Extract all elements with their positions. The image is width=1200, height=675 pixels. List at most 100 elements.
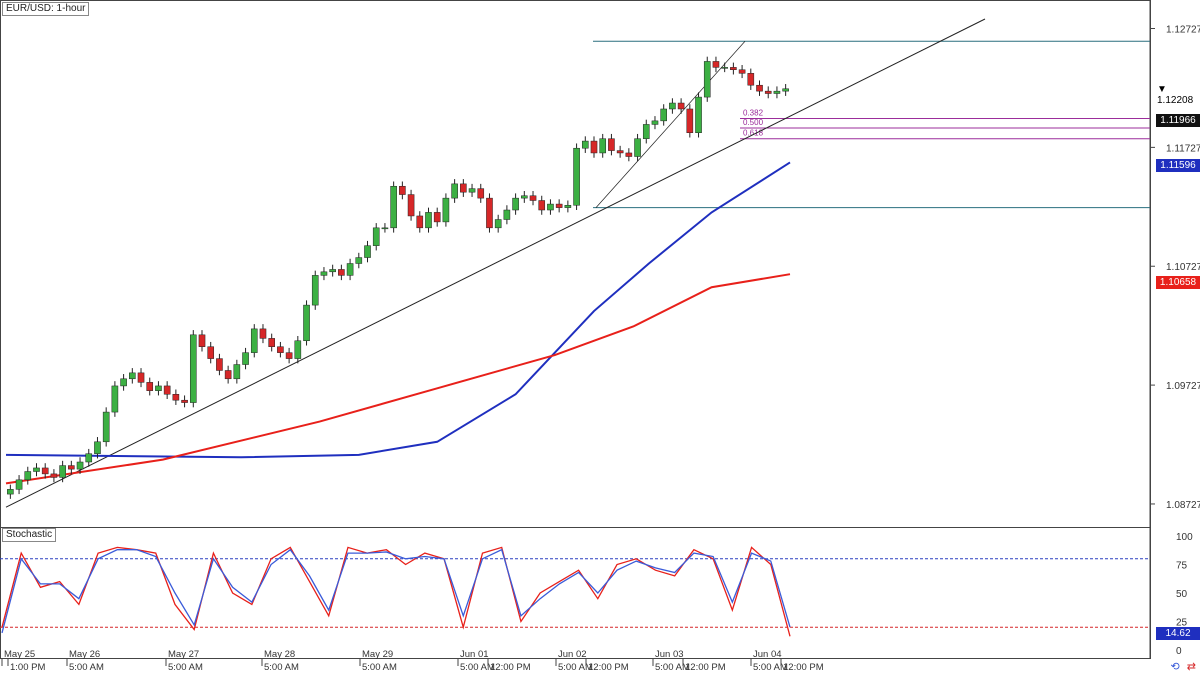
candle-body: [529, 195, 537, 201]
time-tick-label: May 29: [362, 649, 393, 660]
candle-body: [329, 269, 336, 273]
candle-body: [695, 96, 702, 134]
time-tick-label: Jun 04: [753, 649, 782, 660]
price-panel-frame: [0, 0, 1151, 528]
candle-body: [68, 465, 75, 470]
candle-body: [7, 489, 14, 495]
candle-body: [155, 385, 162, 391]
candle-body: [433, 212, 441, 223]
time-tick-label: 5:00 AM: [753, 662, 788, 673]
candle-body: [660, 108, 667, 122]
time-tick-label: 5:00 AM: [168, 662, 203, 673]
candle-body: [503, 209, 511, 220]
candle-body: [94, 441, 101, 454]
candle-body: [311, 275, 319, 306]
time-tick-label: 12:00 PM: [490, 662, 531, 673]
candle-body: [50, 473, 58, 478]
candle-body: [712, 61, 720, 68]
last-price-badge: ▼ 1.12208: [1157, 84, 1194, 106]
candle-body: [642, 124, 650, 139]
candle-body: [250, 328, 258, 353]
candle-body: [581, 140, 589, 149]
candle-body: [15, 479, 23, 490]
candle-body: [372, 227, 380, 246]
candle-body: [442, 197, 450, 223]
indicator-panel-frame: [0, 527, 1151, 659]
candle-body: [486, 197, 493, 229]
time-tick-label: 12:00 PM: [588, 662, 629, 673]
stochastic-tick-label: 25: [1176, 618, 1188, 629]
ma-blue-badge: 1.11596: [1156, 159, 1200, 172]
candle-body: [564, 205, 572, 208]
candle-body: [303, 304, 310, 342]
time-tick-label: 12:00 PM: [685, 662, 726, 673]
candle-body: [590, 140, 598, 154]
candle-body: [364, 245, 371, 258]
time-tick-label: 5:00 AM: [264, 662, 299, 673]
candle-body: [608, 138, 615, 151]
candle-body: [346, 263, 354, 276]
time-tick-label: Jun 01: [460, 649, 489, 660]
stochastic-tick-label: 75: [1176, 561, 1188, 572]
candle-body: [512, 197, 519, 211]
candle-body: [390, 185, 397, 229]
candle-body: [189, 334, 197, 403]
candle-body: [738, 69, 746, 74]
candle-body: [216, 358, 223, 371]
time-tick-label: May 26: [69, 649, 100, 660]
fib-level-label: 0.500: [743, 118, 764, 127]
candle-body: [677, 102, 685, 110]
candle-body: [407, 194, 415, 217]
candle-body: [181, 399, 188, 403]
candle-body: [573, 147, 580, 206]
stochastic-k-line: [1, 546, 791, 637]
candle-body: [259, 328, 267, 339]
stochastic-title-label: Stochastic: [2, 528, 57, 542]
candle-body: [460, 183, 467, 193]
candle-body: [703, 61, 711, 98]
candle-body: [616, 150, 624, 154]
time-tick-label: 5:00 AM: [558, 662, 593, 673]
candle-body: [198, 334, 206, 347]
time-tick-label: May 27: [168, 649, 199, 660]
chart-toolbar: ⟲ ⇄: [1167, 660, 1197, 673]
price-tick-label: 1.10727: [1166, 262, 1200, 273]
candle-body: [242, 352, 249, 365]
time-tick-label: May 25: [4, 649, 35, 660]
candle-body: [207, 346, 215, 359]
price-tick-label: 1.08727: [1166, 500, 1200, 511]
time-tick-label: 1:00 PM: [10, 662, 45, 673]
candle-body: [129, 372, 136, 380]
ma-red-badge: 1.10658: [1156, 276, 1200, 289]
candle-body: [782, 88, 789, 92]
price-tick-label: 1.09727: [1166, 381, 1200, 392]
time-tick-label: May 28: [264, 649, 295, 660]
candle-body: [355, 257, 363, 264]
time-tick-label: 12:00 PM: [783, 662, 824, 673]
candle-body: [555, 203, 563, 208]
candle-body: [756, 84, 763, 92]
candle-body: [669, 102, 676, 110]
candle-body: [233, 364, 241, 380]
candle-body: [399, 185, 406, 195]
candle-body: [547, 203, 554, 211]
candle-body: [686, 108, 694, 133]
candle-body: [477, 188, 485, 199]
candle-body: [111, 385, 119, 413]
stochastic-tick-label: 0: [1176, 646, 1182, 657]
moving-average-blue-line: [5, 161, 791, 459]
moving-average-red-line: [5, 273, 791, 485]
candle-body: [634, 138, 641, 157]
candle-body: [163, 385, 171, 395]
price-tick-label: 1.11727: [1166, 143, 1200, 154]
stochastic-tick-label: 50: [1176, 589, 1188, 600]
candle-body: [494, 219, 502, 229]
trendline: [5, 18, 986, 508]
time-tick-label: Jun 03: [655, 649, 684, 660]
candle-body: [625, 152, 633, 157]
stochastic-tick-label: 100: [1176, 532, 1193, 543]
sync-icon[interactable]: ⟲: [1170, 661, 1180, 673]
arrows-icon[interactable]: ⇄: [1186, 661, 1196, 673]
axis-layer: 1.12727 1.11727 1.10727 1.09727 1.08727 100 75…: [1, 25, 1200, 673]
